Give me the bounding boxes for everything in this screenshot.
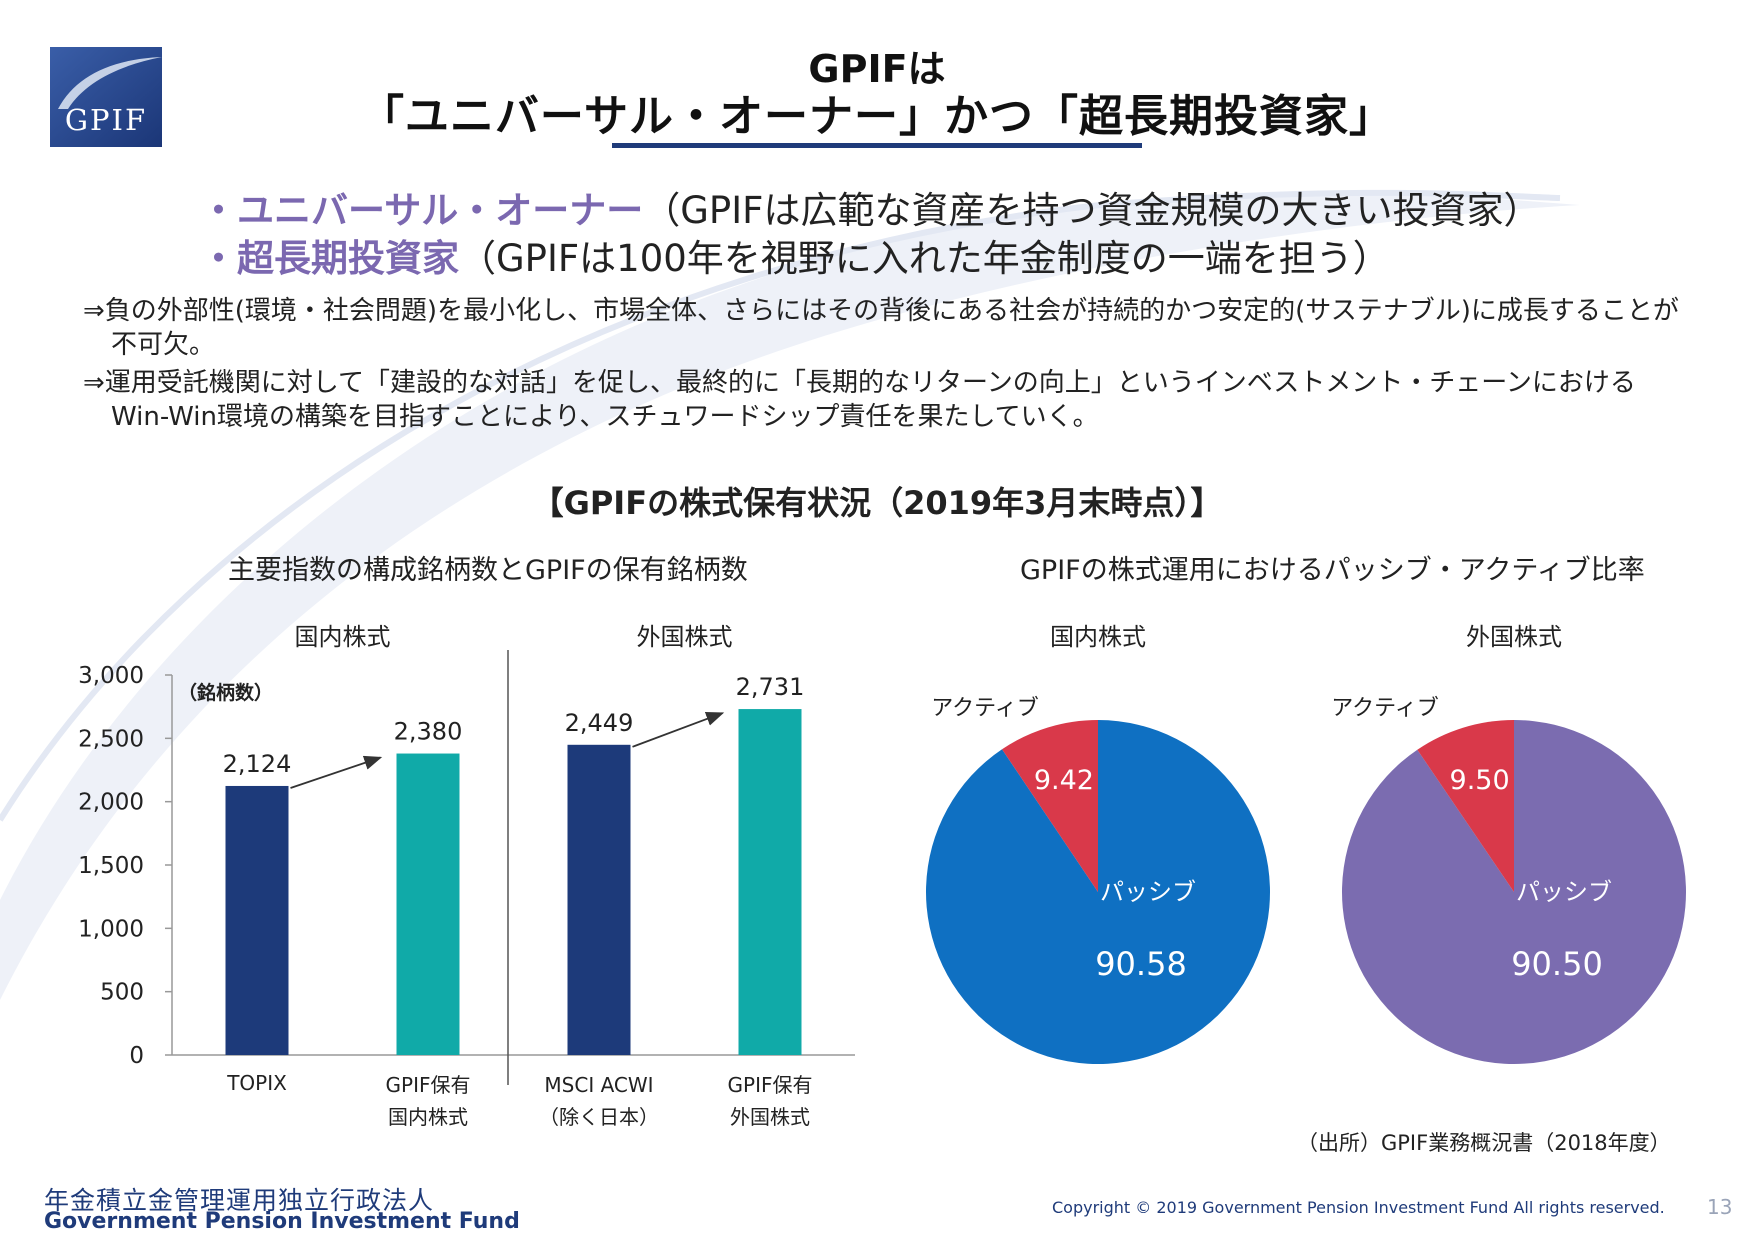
bar-group-label: 外国株式: [637, 623, 733, 651]
bar: [396, 753, 460, 1055]
bar-group-label: 国内株式: [295, 623, 391, 651]
bullet-text: （GPIFは100年を視野に入れた年金制度の一端を担う）: [459, 237, 1390, 280]
paragraph-stewardship: ⇒運用受託機関に対して「建設的な対話」を促し、最終的に「長期的なリターンの向上」…: [83, 366, 1636, 434]
paragraph-line: Win-Win環境の構築を目指すことにより、スチュワードシップ責任を果たしていく…: [111, 402, 1099, 432]
gpif-logo: GPIF: [50, 47, 162, 147]
pie-value-label-active: 9.42: [1034, 765, 1094, 796]
y-tick-label: 500: [100, 980, 144, 1006]
pie-label-active: アクティブ: [931, 696, 1039, 721]
y-axis-label: （銘柄数）: [178, 681, 273, 704]
pie-title: 外国株式: [1466, 623, 1562, 651]
paragraph-line: 不可欠。: [111, 330, 216, 360]
bar: [225, 785, 289, 1055]
paragraph-line: ⇒負の外部性(環境・社会問題)を最小化し、市場全体、さらにはその背後にある社会が…: [83, 296, 1679, 326]
increase-arrow: [632, 712, 725, 748]
logo-graphic: [50, 47, 162, 147]
footer-org-en: Government Pension Investment Fund: [44, 1209, 520, 1234]
bullet-emphasis: ・ユニバーサル・オーナー: [200, 189, 644, 232]
bar-value-label: 2,449: [565, 709, 634, 737]
y-tick-label: 2,000: [78, 790, 144, 816]
x-tick-label: GPIF保有: [728, 1073, 813, 1097]
x-tick-label: MSCI ACWI: [544, 1073, 653, 1097]
bullet-long-term-investor: ・超長期投資家（GPIFは100年を視野に入れた年金制度の一端を担う）: [200, 228, 1390, 282]
bar-value-label: 2,731: [736, 673, 805, 701]
y-tick-label: 2,500: [78, 726, 144, 752]
pie-label-passive: パッシブ: [1516, 878, 1612, 906]
increase-arrow: [290, 755, 383, 789]
pie-slice-active: [1002, 720, 1098, 892]
bullet-emphasis: ・超長期投資家: [200, 237, 459, 280]
pie-value-label-passive: 90.58: [1095, 945, 1187, 983]
pie-value-label-active: 9.50: [1450, 765, 1510, 796]
bar-chart: 0 500 1,000 1,500 2,000 2,500 3,000 （銘柄数） 国内株式 2,…: [78, 623, 855, 1129]
y-tick-label: 1,000: [78, 916, 144, 942]
paragraph-externalities: ⇒負の外部性(環境・社会問題)を最小化し、市場全体、さらにはその背後にある社会が…: [83, 294, 1679, 362]
bar-value-label: 2,124: [223, 750, 292, 778]
pie-chart-subtitle: GPIFの株式運用におけるパッシブ・アクティブ比率: [1020, 555, 1645, 586]
y-tick-label: 3,000: [78, 663, 144, 689]
x-tick-label: （除く日本）: [539, 1105, 659, 1129]
x-tick-label: 国内株式: [388, 1105, 468, 1129]
section-title: 【GPIFの株式保有状況（2019年3月末時点）】: [531, 484, 1223, 522]
copyright: Copyright © 2019 Government Pension Inve…: [1052, 1198, 1665, 1217]
page-title-line1: GPIFは: [808, 47, 946, 91]
bullet-universal-owner: ・ユニバーサル・オーナー（GPIFは広範な資産を持つ資金規模の大きい投資家）: [200, 180, 1540, 234]
page-number: 13: [1707, 1195, 1733, 1219]
y-tick-label: 0: [129, 1043, 144, 1069]
bar-value-label: 2,380: [394, 718, 463, 746]
bar-chart-subtitle: 主要指数の構成銘柄数とGPIFの保有銘柄数: [228, 555, 748, 586]
logo-text: GPIF: [64, 103, 148, 137]
page-title-line2: 「ユニバーサル・オーナー」かつ「超長期投資家」: [359, 91, 1395, 142]
title-underline: [612, 143, 1142, 148]
pie-value-label-passive: 90.50: [1511, 945, 1603, 983]
x-tick-label: TOPIX: [226, 1071, 287, 1095]
bullet-text: （GPIFは広範な資産を持つ資金規模の大きい投資家）: [643, 189, 1541, 232]
pie-label-passive: パッシブ: [1100, 878, 1196, 906]
paragraph-line: ⇒運用受託機関に対して「建設的な対話」を促し、最終的に「長期的なリターンの向上」…: [83, 368, 1636, 398]
source-note: （出所）GPIF業務概況書（2018年度）: [1297, 1131, 1671, 1155]
footer-org-jp: 年金積立金管理運用独立行政法人: [44, 1186, 435, 1215]
pie-slice-active: [1417, 720, 1514, 892]
bar: [567, 744, 631, 1055]
y-tick-label: 1,500: [78, 853, 144, 879]
bar: [738, 709, 802, 1055]
x-tick-label: GPIF保有: [386, 1073, 471, 1097]
pie-title: 国内株式: [1050, 623, 1146, 651]
x-tick-label: 外国株式: [730, 1105, 810, 1129]
pie-label-active: アクティブ: [1331, 696, 1439, 721]
